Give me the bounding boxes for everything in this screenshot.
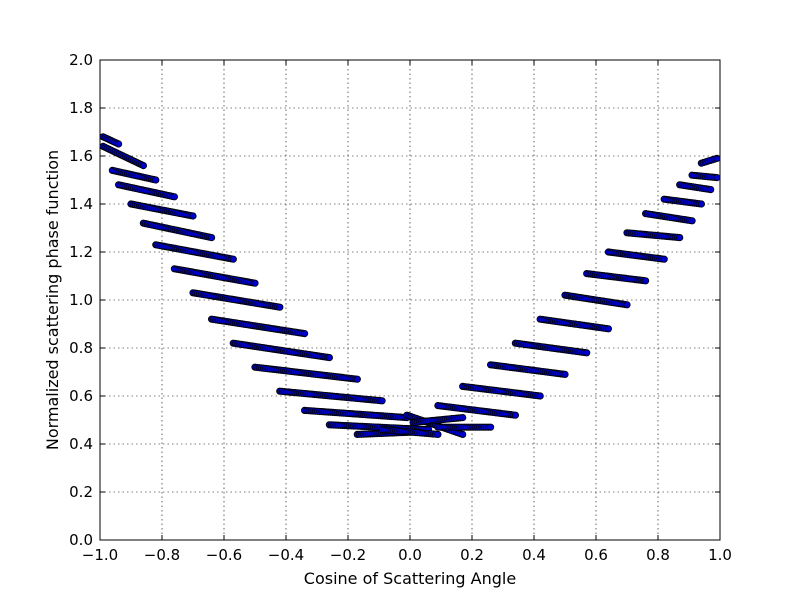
x-tick-label: −0.6	[206, 546, 242, 564]
data-point	[115, 140, 123, 148]
y-tick-labels: 0.0 0.2 0.4 0.6 0.8 1.0 1.2 1.4 1.6 1.8 2.0	[69, 51, 93, 549]
x-tick-label: −1.0	[82, 546, 118, 564]
data-point	[170, 193, 178, 201]
data-point	[139, 162, 147, 170]
data-point	[641, 277, 650, 285]
data-point	[511, 411, 520, 419]
data-point	[623, 301, 631, 309]
data-point	[152, 176, 160, 184]
data-point	[583, 349, 591, 357]
data-point	[676, 234, 684, 242]
x-tick-label: −0.2	[330, 546, 366, 564]
data-point	[353, 375, 361, 383]
data-point	[697, 200, 706, 208]
tick-marks	[99, 59, 721, 541]
data-point	[434, 430, 442, 438]
x-tick-label: −0.8	[144, 546, 180, 564]
data-point	[378, 397, 386, 405]
data-point	[189, 212, 197, 220]
data-point	[561, 370, 569, 378]
data-point	[713, 174, 721, 182]
y-tick-label: 1.0	[69, 291, 93, 309]
data-point	[459, 430, 467, 438]
y-tick-label: 0.0	[69, 531, 93, 549]
data-point	[208, 234, 216, 242]
data-point	[300, 329, 309, 338]
y-tick-label: 0.2	[69, 483, 93, 501]
y-tick-label: 0.6	[69, 387, 93, 405]
x-axis-label: Cosine of Scattering Angle	[304, 569, 516, 588]
data-point	[459, 413, 467, 422]
data-point	[604, 325, 613, 333]
y-tick-label: 2.0	[69, 51, 93, 69]
x-tick-label: 1.0	[708, 546, 732, 564]
data-point	[486, 423, 495, 431]
y-tick-label: 0.4	[69, 435, 93, 453]
x-tick-label: −0.4	[268, 546, 304, 564]
x-tick-label: 0.0	[398, 546, 422, 564]
x-tick-label: 0.2	[460, 546, 484, 564]
x-tick-label: 0.4	[522, 546, 546, 564]
data-point	[536, 392, 544, 400]
data-point	[660, 255, 668, 263]
x-tick-label: 0.6	[584, 546, 608, 564]
x-tick-labels: −1.0 −0.8 −0.6 −0.4 −0.2 0.0 0.2 0.4 0.6 0.8 1.0	[82, 546, 732, 564]
y-tick-label: 0.8	[69, 339, 93, 357]
data-point	[276, 303, 284, 311]
data-point	[707, 186, 715, 194]
data-point	[688, 217, 696, 225]
data-point	[325, 353, 333, 362]
y-tick-label: 1.2	[69, 243, 93, 261]
y-tick-label: 1.8	[69, 99, 93, 117]
data-point	[251, 279, 259, 287]
y-axis-label: Normalized scattering phase function	[43, 150, 62, 450]
y-tick-label: 1.6	[69, 147, 93, 165]
data-points	[99, 133, 721, 438]
y-tick-label: 1.4	[69, 195, 93, 213]
x-tick-label: 0.8	[646, 546, 670, 564]
data-point	[229, 255, 237, 263]
